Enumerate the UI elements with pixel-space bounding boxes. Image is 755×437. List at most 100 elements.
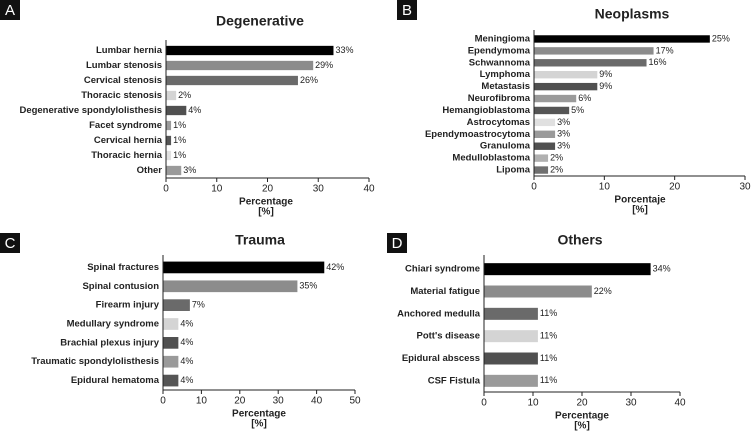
x-axis-unit: [%] <box>251 419 267 430</box>
category-label: Lumbar hernia <box>96 45 163 56</box>
category-label: Schwannoma <box>469 57 531 68</box>
bar <box>534 59 647 67</box>
panel-letter-box <box>397 0 417 20</box>
bar <box>534 142 556 150</box>
value-label: 2% <box>178 90 191 100</box>
category-label: Firearm injury <box>96 300 160 311</box>
x-tick-label: 10 <box>196 396 208 407</box>
bar <box>484 307 538 320</box>
bar <box>534 166 549 174</box>
bar <box>163 318 179 330</box>
value-label: 3% <box>557 129 570 139</box>
bar <box>166 150 172 161</box>
value-label: 22% <box>594 286 612 296</box>
bar <box>166 60 314 71</box>
panel-letter-box <box>387 233 407 253</box>
x-tick-label: 30 <box>625 398 637 409</box>
category-label: Spinal contusion <box>82 281 159 292</box>
bar <box>166 120 172 131</box>
value-label: 4% <box>180 318 193 328</box>
value-label: 26% <box>300 75 318 85</box>
value-label: 4% <box>180 356 193 366</box>
value-label: 6% <box>578 93 591 103</box>
value-label: 16% <box>649 57 667 67</box>
category-label: Spinal fractures <box>87 262 159 273</box>
x-tick-label: 40 <box>363 184 375 195</box>
bar <box>166 165 182 176</box>
x-tick-label: 40 <box>311 396 323 407</box>
panel-title: Others <box>557 232 602 248</box>
x-tick-label: 10 <box>527 398 539 409</box>
bar <box>163 355 179 368</box>
bar <box>163 261 325 274</box>
bar <box>484 374 538 387</box>
bar <box>166 75 298 86</box>
x-tick-label: 20 <box>234 396 246 407</box>
value-label: 3% <box>183 165 196 175</box>
panel-title: Trauma <box>235 232 285 248</box>
x-tick-label: 50 <box>349 396 361 407</box>
category-label: Degenerative spondylolisthesis <box>19 105 162 116</box>
bar <box>484 263 651 276</box>
value-label: 11% <box>540 308 557 318</box>
category-label: Epidural hematoma <box>71 375 160 386</box>
x-tick-label: 0 <box>163 184 169 195</box>
x-tick-label: 20 <box>262 184 274 195</box>
category-label: Lymphoma <box>480 69 531 80</box>
panel-letter-box <box>0 0 20 20</box>
bar <box>534 71 598 79</box>
panel-letter: D <box>392 235 403 252</box>
value-label: 2% <box>550 164 563 174</box>
value-label: 7% <box>192 300 205 310</box>
category-label: Cervical hernia <box>94 135 163 146</box>
value-label: 4% <box>180 375 193 385</box>
value-label: 4% <box>180 337 193 347</box>
bar <box>166 105 187 116</box>
category-label: Hemangioblastoma <box>442 105 530 116</box>
x-tick-label: 20 <box>669 182 681 193</box>
bar <box>163 374 179 387</box>
category-label: Traumatic spondylolisthesis <box>31 356 159 367</box>
x-axis-label: Percentage <box>239 197 293 208</box>
category-label: Chiari syndrome <box>405 264 480 275</box>
x-tick-label: 0 <box>531 182 537 193</box>
value-label: 34% <box>653 264 671 274</box>
value-label: 35% <box>299 281 317 291</box>
category-label: CSF Fistula <box>428 375 481 386</box>
x-tick-label: 10 <box>211 184 223 195</box>
category-label: Thoracic stenosis <box>81 90 162 101</box>
panel-letter-box <box>0 233 20 253</box>
category-label: Meningioma <box>475 33 531 44</box>
x-tick-label: 0 <box>160 396 166 407</box>
bar <box>534 35 710 43</box>
value-label: 11% <box>540 331 557 341</box>
category-label: Granuloma <box>480 141 531 152</box>
x-tick-label: 30 <box>313 184 325 195</box>
x-axis-unit: [%] <box>574 421 590 432</box>
category-label: Ependymoastrocytoma <box>425 129 531 140</box>
bar <box>484 330 538 343</box>
value-label: 11% <box>540 353 557 363</box>
x-axis-label: Percentage <box>555 411 609 422</box>
category-label: Brachial plexus injury <box>60 337 159 348</box>
value-label: 17% <box>656 45 674 55</box>
bar <box>484 352 538 365</box>
category-label: Medullary syndrome <box>67 319 159 330</box>
panel-letter: C <box>5 235 16 252</box>
x-tick-label: 10 <box>599 182 611 193</box>
category-label: Medulloblastoma <box>452 153 530 164</box>
category-label: Material fatigue <box>410 286 480 297</box>
value-label: 42% <box>326 262 344 272</box>
category-label: Neurofibroma <box>468 93 531 104</box>
bar <box>534 118 556 127</box>
bar <box>534 130 556 138</box>
bar <box>166 45 334 56</box>
x-tick-label: 30 <box>739 182 751 193</box>
bar <box>163 280 298 293</box>
x-tick-label: 30 <box>273 396 285 407</box>
category-label: Ependymoma <box>468 45 531 56</box>
value-label: 9% <box>599 81 612 91</box>
bar <box>534 47 654 55</box>
category-label: Cervical stenosis <box>84 75 162 86</box>
